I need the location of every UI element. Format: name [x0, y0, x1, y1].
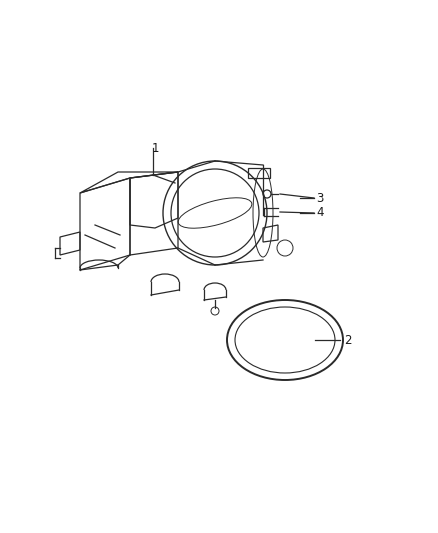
Text: 1: 1 — [151, 141, 159, 155]
Text: 2: 2 — [344, 334, 352, 346]
Text: 4: 4 — [316, 206, 324, 220]
Text: 3: 3 — [316, 191, 324, 205]
